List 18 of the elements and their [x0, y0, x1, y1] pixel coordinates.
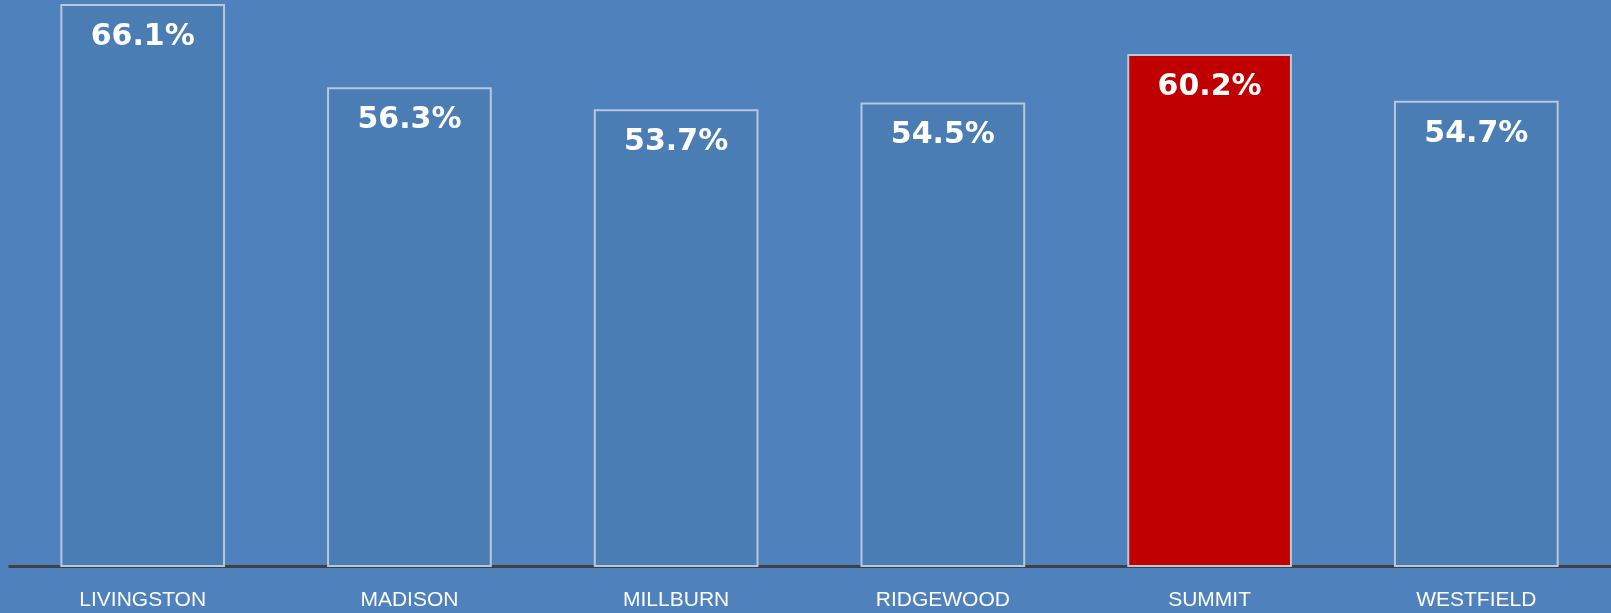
- x-tick-label: WESTFIELD: [1416, 586, 1537, 610]
- bar: [860, 102, 1026, 567]
- x-tick-label: RIDGEWOOD: [875, 586, 1010, 610]
- data-label: 60.2%: [1157, 67, 1262, 103]
- bar: [327, 87, 492, 567]
- bar: [1393, 100, 1559, 567]
- data-label: 56.3%: [357, 100, 462, 136]
- bar: [60, 4, 226, 567]
- x-tick-label: MILLBURN: [623, 586, 730, 610]
- data-label: 54.7%: [1424, 113, 1529, 149]
- data-label: 66.1%: [90, 17, 195, 52]
- x-tick-label: SUMMIT: [1168, 586, 1252, 610]
- bar: [1127, 54, 1292, 567]
- x-tick-label: LIVINGSTON: [79, 586, 207, 610]
- bar: [593, 109, 759, 567]
- x-tick-label: MADISON: [360, 586, 459, 610]
- data-label: 53.7%: [624, 122, 729, 158]
- data-label: 54.5%: [890, 115, 995, 151]
